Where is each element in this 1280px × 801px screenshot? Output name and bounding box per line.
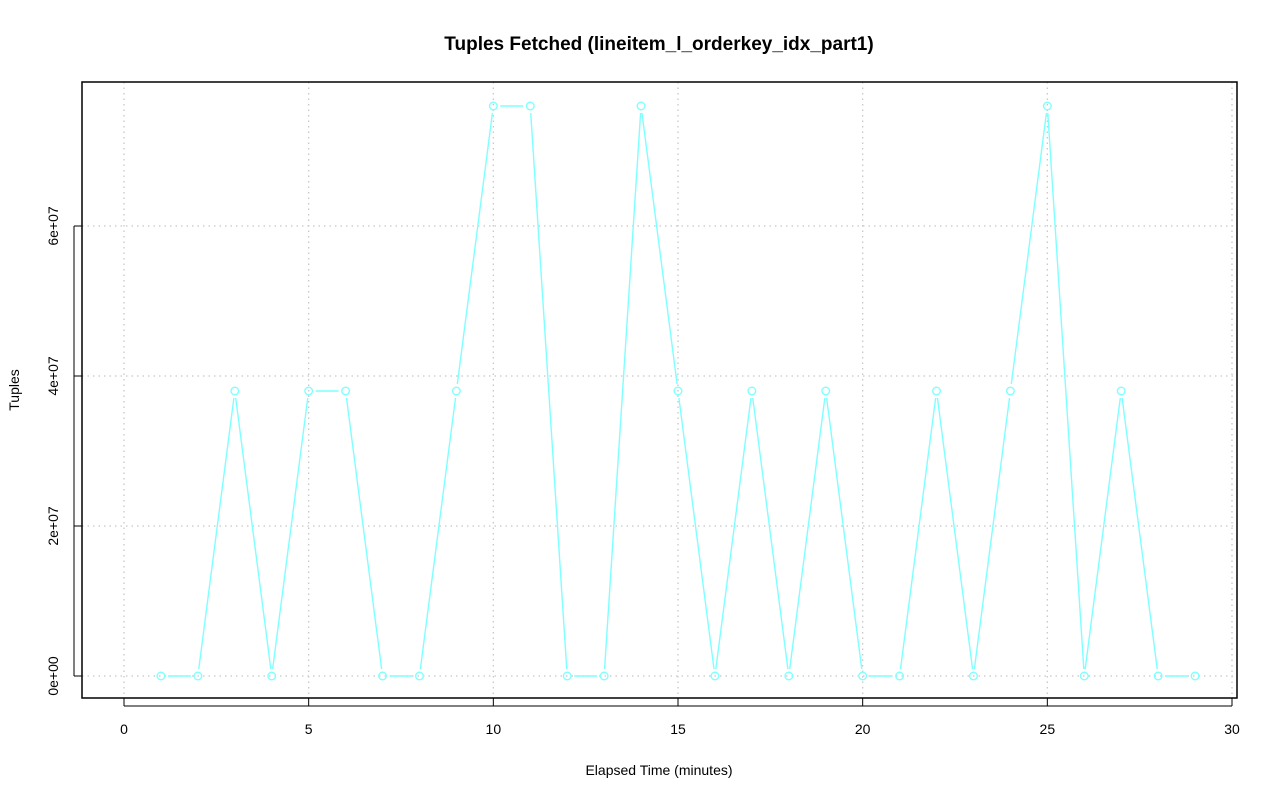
data-point [1153, 671, 1163, 681]
data-point [488, 101, 498, 111]
y-tick-label: 0e+00 [45, 656, 61, 696]
series-segment [973, 397, 1011, 670]
series-segment [715, 397, 752, 670]
x-tick-label: 25 [1040, 721, 1056, 737]
x-tick-label: 15 [670, 721, 686, 737]
x-axis-label: Elapsed Time (minutes) [585, 762, 732, 778]
series-segment [641, 112, 678, 385]
data-point [1190, 671, 1200, 681]
series-segment [1047, 112, 1085, 670]
series-segment [825, 397, 863, 670]
series-segment [1010, 112, 1048, 385]
data-point [156, 671, 166, 681]
y-axis: 0e+00 2e+07 4e+07 6e+07 [45, 206, 82, 696]
series-segment [235, 397, 272, 670]
data-point [636, 101, 646, 111]
series-segment [1084, 397, 1121, 670]
x-tick-label: 0 [120, 721, 128, 737]
data-point [378, 671, 388, 681]
y-axis-label: Tuples [6, 369, 22, 411]
series-segment [198, 397, 235, 670]
x-tick-label: 30 [1224, 721, 1240, 737]
data-point [267, 671, 277, 681]
plot-frame [81, 81, 1238, 699]
series-segment [530, 112, 568, 670]
data-point [1079, 671, 1089, 681]
data-point [1042, 101, 1052, 111]
x-tick-label: 5 [305, 721, 313, 737]
data-point [1116, 386, 1126, 396]
series-segment [936, 397, 974, 670]
series-segment [456, 112, 494, 385]
data-point [599, 671, 609, 681]
data-point [562, 671, 572, 681]
series-segment [899, 397, 937, 670]
data-point [932, 386, 942, 396]
data-point [858, 671, 868, 681]
series-segment [271, 397, 309, 670]
data-point [525, 101, 535, 111]
data-point [673, 386, 683, 396]
chart-title: Tuples Fetched (lineitem_l_orderkey_idx_… [444, 34, 873, 55]
y-tick-label: 6e+07 [45, 206, 61, 246]
data-point [710, 671, 720, 681]
data-point [230, 386, 240, 396]
grid-lines [82, 82, 1237, 698]
x-axis: 0 5 10 15 20 25 30 [120, 698, 1240, 737]
y-tick-label: 4e+07 [45, 356, 61, 396]
series-segment [752, 397, 789, 670]
series-line [167, 105, 1189, 677]
data-point [747, 386, 757, 396]
series-segment [678, 397, 715, 670]
data-point [304, 386, 314, 396]
data-point [1005, 386, 1015, 396]
data-point [821, 386, 831, 396]
data-point [895, 671, 905, 681]
series-segment [789, 397, 826, 670]
data-point [341, 386, 351, 396]
series-segment [603, 112, 642, 670]
series-segment [419, 397, 457, 670]
data-point [414, 671, 424, 681]
data-points [156, 101, 1200, 681]
x-tick-label: 20 [855, 721, 871, 737]
data-point [193, 671, 203, 681]
series-segment [345, 397, 383, 670]
y-tick-label: 2e+07 [45, 506, 61, 546]
series-segment [1121, 397, 1158, 670]
data-point [451, 386, 461, 396]
x-tick-label: 10 [486, 721, 502, 737]
data-point [784, 671, 794, 681]
data-point [968, 671, 978, 681]
